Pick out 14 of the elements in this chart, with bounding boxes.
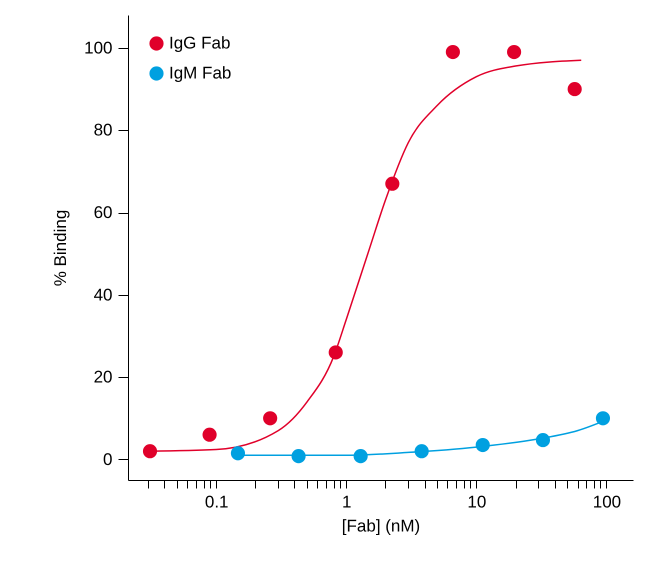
legend-label: IgM Fab: [169, 64, 232, 82]
x-tick-label: 0.1: [204, 492, 228, 512]
x-tick-label: 1: [342, 492, 352, 512]
x-axis-title: [Fab] (nM): [342, 516, 420, 536]
x-tick-label: 100: [592, 492, 622, 512]
y-tick-label: 20: [94, 368, 112, 387]
y-tick-label: 0: [103, 450, 112, 469]
y-tick-label: 80: [94, 120, 112, 140]
y-axis-title: % Binding: [51, 210, 70, 286]
x-tick-label: 10: [467, 492, 486, 512]
y-tick-label: 60: [94, 203, 112, 222]
y-tick-label: 100: [84, 38, 112, 58]
legend-label: IgG Fab: [169, 34, 230, 52]
y-tick-label: 40: [94, 285, 112, 304]
